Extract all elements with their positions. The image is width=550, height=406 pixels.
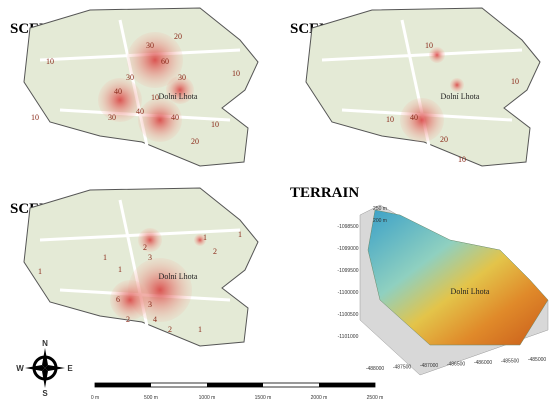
concentration-zone	[429, 47, 445, 63]
contour-label: 30	[146, 41, 154, 50]
compass-letter: E	[67, 364, 73, 373]
compass	[25, 348, 65, 388]
contour-label: 30	[178, 73, 186, 82]
map-panel: SCENARIO A203060301010304040403010102010…	[10, 7, 259, 167]
map-panel: SCENARIO C21123116324211Dolní Lhota	[10, 187, 259, 347]
contour-label: 20	[174, 32, 182, 41]
map-panel: SCENARIO B101040102010Dolní Lhota	[290, 7, 541, 167]
concentration-zone	[166, 76, 194, 104]
concentration-zone	[110, 280, 150, 320]
scale-label: 2000 m	[311, 395, 328, 401]
contour-label: 30	[108, 113, 116, 122]
contour-label: 10	[211, 120, 219, 129]
contour-label: 30	[126, 73, 134, 82]
contour-label: 40	[171, 113, 179, 122]
contour-label: 2	[143, 243, 147, 252]
contour-label: 1	[198, 325, 202, 334]
contour-label: 10	[458, 155, 466, 164]
concentration-zone	[138, 228, 162, 252]
place-label: Dolní Lhota	[159, 272, 198, 281]
y-axis-label: -1100000	[338, 290, 359, 296]
contour-label: 10	[31, 113, 39, 122]
scale-bar	[94, 382, 376, 388]
contour-label: 1	[38, 267, 42, 276]
concentration-zone	[194, 234, 206, 246]
y-axis-label: -1099000	[337, 246, 358, 252]
contour-label: 3	[148, 300, 152, 309]
contour-label: 60	[161, 57, 169, 66]
x-axis-label: -488000	[366, 366, 385, 372]
contour-label: 2	[126, 315, 130, 324]
place-label: Dolní Lhota	[441, 92, 480, 101]
contour-label: 20	[191, 137, 199, 146]
x-axis-label: -485000	[528, 357, 547, 363]
compass-letter: S	[42, 389, 48, 398]
contour-label: 40	[136, 107, 144, 116]
place-label: Dolní Lhota	[159, 92, 198, 101]
contour-label: 10	[151, 93, 159, 102]
contour-label: 40	[410, 113, 418, 122]
panel-title: TERRAIN	[290, 185, 359, 201]
contour-label: 1	[118, 265, 122, 274]
contour-label: 2	[168, 325, 172, 334]
contour-label: 4	[153, 315, 157, 324]
contour-label: 10	[511, 77, 519, 86]
y-axis-label: -1099500	[337, 268, 358, 274]
scale-label: 500 m	[144, 395, 158, 401]
contour-label: 1	[203, 233, 207, 242]
concentration-zone	[450, 78, 464, 92]
scale-label: 2500 m	[367, 395, 384, 401]
scale-label: 1500 m	[255, 395, 272, 401]
contour-label: 10	[46, 57, 54, 66]
contour-label: 10	[232, 69, 240, 78]
compass-letter: W	[16, 364, 24, 373]
x-axis-label: -487500	[393, 365, 412, 371]
y-axis-label: -1100500	[338, 312, 359, 318]
district-outline	[23, 7, 259, 167]
y-axis-label: -1098500	[337, 224, 358, 230]
contour-label: 1	[238, 230, 242, 239]
contour-label: 10	[386, 115, 394, 124]
terrain-surface	[367, 209, 549, 346]
scale-label: 0 m	[91, 395, 99, 401]
concentration-zone	[400, 98, 444, 142]
z-axis-label: 200 m	[373, 218, 387, 224]
place-label: Dolní Lhota	[451, 287, 490, 296]
concentration-zone	[138, 98, 182, 142]
x-axis-label: -487000	[420, 363, 439, 369]
z-axis-label: 250 m	[373, 206, 387, 212]
concentration-zone	[98, 78, 142, 122]
contour-label: 10	[425, 41, 433, 50]
compass-letter: N	[42, 339, 48, 348]
district-outline	[305, 7, 541, 167]
contour-label: 2	[213, 247, 217, 256]
contour-label: 1	[103, 253, 107, 262]
contour-label: 6	[116, 295, 120, 304]
concentration-zone	[127, 32, 183, 88]
x-axis-label: -485500	[501, 359, 520, 365]
scale-label: 1000 m	[199, 395, 216, 401]
terrain-panel: TERRAIN Dolní Lhota 250 m 200 m -1098500 -109…	[290, 185, 549, 376]
x-axis-label: -486500	[447, 362, 466, 368]
contour-label: 40	[114, 87, 122, 96]
contour-label: 3	[148, 253, 152, 262]
contour-label: 20	[440, 135, 448, 144]
x-axis-label: -486000	[474, 360, 493, 366]
y-axis-label: -1101000	[338, 334, 359, 340]
